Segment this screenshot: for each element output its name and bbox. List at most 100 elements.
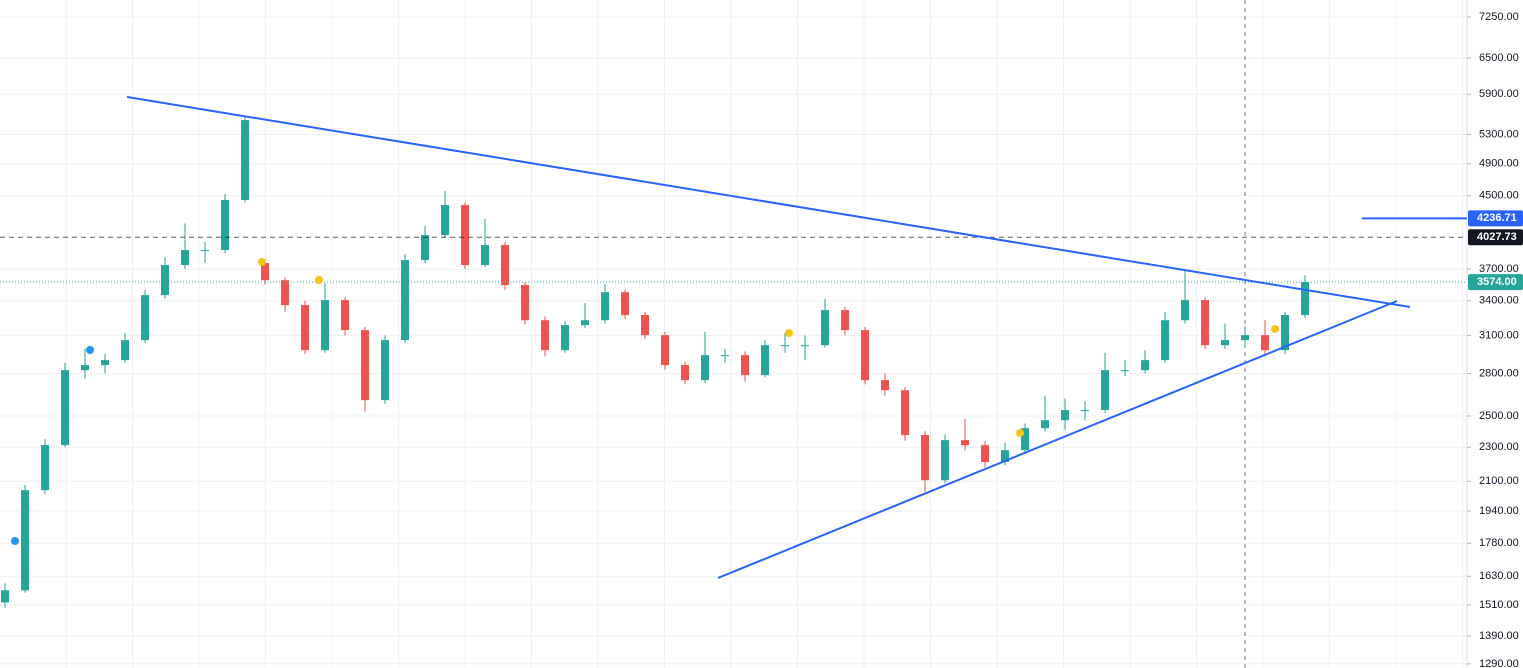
candle-body bbox=[201, 250, 209, 252]
event-dot[interactable] bbox=[1016, 429, 1024, 437]
trend-line-lower[interactable] bbox=[717, 300, 1398, 579]
candle-body bbox=[541, 320, 549, 351]
candle-body bbox=[921, 435, 929, 481]
candle-body bbox=[361, 330, 369, 401]
y-tick-label: 2500.00 bbox=[1479, 410, 1519, 422]
event-dot[interactable] bbox=[1271, 325, 1279, 333]
candle-body bbox=[341, 300, 349, 331]
price-marker-box bbox=[1468, 210, 1523, 227]
y-tick-label: 1780.00 bbox=[1479, 537, 1519, 549]
y-tick-label: 3100.00 bbox=[1479, 329, 1519, 341]
event-dot[interactable] bbox=[785, 329, 793, 337]
candle-body bbox=[161, 265, 169, 296]
y-tick-label: 3700.00 bbox=[1479, 263, 1519, 275]
candle-body bbox=[1041, 420, 1049, 429]
candle-body bbox=[841, 310, 849, 331]
price-marker-box bbox=[1468, 229, 1523, 246]
candle-body bbox=[1161, 320, 1169, 361]
candle-body bbox=[741, 355, 749, 376]
candle-body bbox=[1301, 282, 1309, 316]
candle-body bbox=[581, 320, 589, 326]
event-dot[interactable] bbox=[315, 276, 323, 284]
candle-body bbox=[1081, 410, 1089, 412]
y-tick-label: 5900.00 bbox=[1479, 88, 1519, 100]
y-tick-label: 1940.00 bbox=[1479, 505, 1519, 517]
price-marker-label: 3574.00 bbox=[1477, 276, 1517, 288]
candle-body bbox=[601, 292, 609, 321]
candle-body bbox=[121, 340, 129, 361]
candle-body bbox=[701, 355, 709, 381]
grid bbox=[0, 0, 1467, 668]
candle-body bbox=[1121, 370, 1129, 372]
candle-body bbox=[761, 345, 769, 376]
candle-body bbox=[801, 345, 809, 347]
candle-body bbox=[61, 370, 69, 446]
candle-body bbox=[561, 325, 569, 351]
price-marker-box bbox=[1468, 274, 1523, 291]
candle-body bbox=[781, 345, 789, 347]
price-axis: 7250.00 6500.00 5900.00 5300.00 4900.00 4500.… bbox=[1467, 11, 1523, 668]
y-tick-label: 2300.00 bbox=[1479, 441, 1519, 453]
candle-body bbox=[441, 205, 449, 236]
candle-body bbox=[1221, 340, 1229, 346]
candle-body bbox=[881, 380, 889, 391]
y-tick-label: 1290.00 bbox=[1479, 658, 1519, 668]
candle-body bbox=[1141, 360, 1149, 371]
candle-body bbox=[1261, 335, 1269, 351]
candle-body bbox=[41, 445, 49, 491]
event-dot[interactable] bbox=[258, 258, 266, 266]
candles bbox=[0, 116, 1467, 608]
trend-line-upper[interactable] bbox=[126, 96, 1411, 308]
candle-body bbox=[1181, 300, 1189, 321]
candle-body bbox=[381, 340, 389, 401]
y-tick-label: 5300.00 bbox=[1479, 128, 1519, 140]
candle-body bbox=[81, 365, 89, 371]
candle-body bbox=[181, 250, 189, 266]
candle-body bbox=[321, 300, 329, 351]
candle-body bbox=[901, 390, 909, 436]
candle-body bbox=[861, 330, 869, 381]
candle-body bbox=[981, 445, 989, 463]
y-tick-label: 2100.00 bbox=[1479, 475, 1519, 487]
candle-body bbox=[421, 235, 429, 261]
event-dot[interactable] bbox=[11, 537, 19, 545]
event-dot[interactable] bbox=[86, 346, 94, 354]
y-tick-label: 6500.00 bbox=[1479, 52, 1519, 64]
candle-body bbox=[1001, 450, 1009, 463]
candle-body bbox=[281, 280, 289, 306]
y-tick-label: 1510.00 bbox=[1479, 599, 1519, 611]
candle-body bbox=[661, 335, 669, 366]
y-tick-label: 1630.00 bbox=[1479, 570, 1519, 582]
candle-body bbox=[1201, 300, 1209, 346]
y-tick-label: 2800.00 bbox=[1479, 367, 1519, 379]
candle-body bbox=[641, 315, 649, 336]
candle-body bbox=[941, 440, 949, 481]
candle-body bbox=[721, 355, 729, 357]
candle-body bbox=[481, 245, 489, 266]
y-tick-label: 3400.00 bbox=[1479, 295, 1519, 307]
candle-body bbox=[221, 200, 229, 251]
candle-body bbox=[241, 120, 249, 201]
candle-body bbox=[461, 205, 469, 266]
y-tick-label: 7250.00 bbox=[1479, 11, 1519, 23]
candle-body bbox=[821, 310, 829, 346]
candle-body bbox=[961, 440, 969, 446]
price-marker-label: 4236.71 bbox=[1477, 212, 1517, 224]
candle-body bbox=[501, 245, 509, 286]
candle-body bbox=[141, 295, 149, 341]
candle-body bbox=[1241, 335, 1249, 341]
candle-body bbox=[521, 285, 529, 321]
candle-body bbox=[1281, 315, 1289, 351]
event-dots bbox=[11, 258, 1279, 545]
candle-body bbox=[681, 365, 689, 381]
candle-body bbox=[1101, 370, 1109, 411]
candle-body bbox=[621, 292, 629, 316]
candle-body bbox=[21, 490, 29, 591]
candle-body bbox=[301, 305, 309, 351]
candle-body bbox=[101, 360, 109, 366]
y-tick-label: 1390.00 bbox=[1479, 630, 1519, 642]
candle-body bbox=[1021, 428, 1029, 451]
y-tick-label: 4900.00 bbox=[1479, 158, 1519, 170]
